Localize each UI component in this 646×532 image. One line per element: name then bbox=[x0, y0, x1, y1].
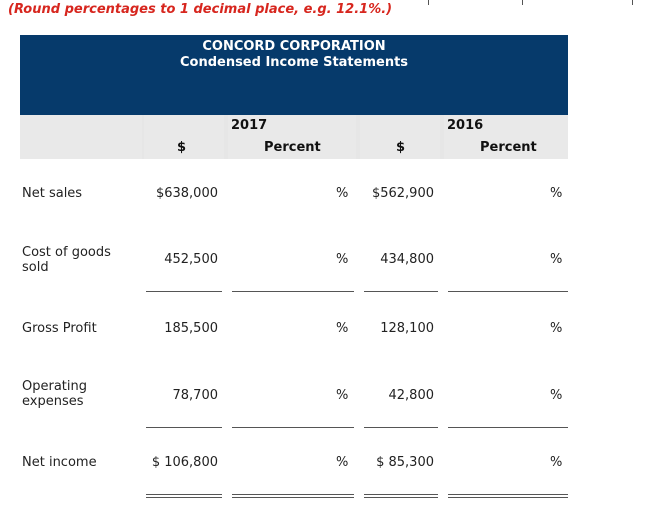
underline-rule bbox=[364, 291, 438, 292]
cogs-2016-percent-input[interactable] bbox=[450, 250, 546, 268]
cogs-2016-value: 434,800 bbox=[380, 252, 434, 267]
net-sales-2017-value: $638,000 bbox=[155, 186, 218, 201]
percent-sign: % bbox=[336, 455, 349, 470]
cogs-2017-percent-input[interactable] bbox=[236, 250, 332, 268]
operating-expenses-2016-value: 42,800 bbox=[388, 388, 435, 403]
colhead-2016-dollar-cell bbox=[360, 115, 440, 159]
net-income-2017-percent-input[interactable] bbox=[236, 453, 332, 471]
net-sales-2016-percent-input[interactable] bbox=[450, 184, 546, 202]
row-label-operating-expenses: Operating expenses bbox=[22, 379, 87, 409]
tick-mark bbox=[632, 0, 633, 5]
underline-rule bbox=[232, 427, 354, 428]
percent-sign: % bbox=[550, 455, 563, 470]
double-underline-rule bbox=[146, 494, 222, 498]
row-label-cost-of-goods-sold: Cost of goods sold bbox=[22, 245, 111, 275]
percent-sign: % bbox=[550, 186, 563, 201]
dollar-2017-heading: $ bbox=[177, 140, 187, 155]
net-income-2016-value: $ 85,300 bbox=[376, 455, 434, 470]
year-2017-heading: 2017 bbox=[231, 118, 268, 133]
double-underline-rule bbox=[448, 494, 568, 498]
row-label-net-income: Net income bbox=[22, 455, 97, 470]
percent-2016-heading: Percent bbox=[480, 140, 537, 155]
gross-profit-2017-value: 185,500 bbox=[164, 321, 218, 336]
company-name: CONCORD CORPORATION bbox=[202, 39, 386, 54]
operating-expenses-2017-value: 78,700 bbox=[172, 388, 219, 403]
rounding-instruction: (Round percentages to 1 decimal place, e… bbox=[8, 2, 393, 17]
net-sales-2016-value: $562,900 bbox=[371, 186, 434, 201]
percent-sign: % bbox=[550, 388, 563, 403]
gross-profit-2016-value: 128,100 bbox=[380, 321, 434, 336]
percent-sign: % bbox=[336, 321, 349, 336]
net-income-2016-percent-input[interactable] bbox=[450, 453, 546, 471]
tick-mark bbox=[428, 0, 429, 5]
year-2016-heading: 2016 bbox=[447, 118, 484, 133]
double-underline-rule bbox=[364, 494, 438, 498]
row-label-gross-profit: Gross Profit bbox=[22, 321, 97, 336]
column-header-band bbox=[20, 115, 568, 159]
colhead-2016-percent-cell bbox=[444, 115, 568, 159]
percent-2017-heading: Percent bbox=[264, 140, 321, 155]
percent-sign: % bbox=[336, 388, 349, 403]
colhead-2017-dollar-cell bbox=[144, 115, 224, 159]
underline-rule bbox=[146, 291, 222, 292]
cogs-2017-value: 452,500 bbox=[164, 252, 218, 267]
colhead-2017-percent-cell bbox=[228, 115, 356, 159]
statement-header: CONCORD CORPORATION Condensed Income Sta… bbox=[20, 35, 568, 115]
underline-rule bbox=[232, 291, 354, 292]
operating-expenses-2017-percent-input[interactable] bbox=[236, 386, 332, 404]
net-income-2017-value: $ 106,800 bbox=[151, 455, 218, 470]
net-sales-2017-percent-input[interactable] bbox=[236, 184, 332, 202]
dollar-2016-heading: $ bbox=[396, 140, 406, 155]
percent-sign: % bbox=[550, 321, 563, 336]
underline-rule bbox=[448, 427, 568, 428]
top-tick-marks bbox=[0, 0, 646, 6]
percent-sign: % bbox=[336, 252, 349, 267]
underline-rule bbox=[364, 427, 438, 428]
statement-title: Condensed Income Statements bbox=[179, 55, 409, 70]
tick-mark bbox=[522, 0, 523, 5]
colhead-label-cell bbox=[20, 115, 142, 159]
gross-profit-2016-percent-input[interactable] bbox=[450, 319, 546, 337]
operating-expenses-2016-percent-input[interactable] bbox=[450, 386, 546, 404]
double-underline-rule bbox=[232, 494, 354, 498]
percent-sign: % bbox=[550, 252, 563, 267]
gross-profit-2017-percent-input[interactable] bbox=[236, 319, 332, 337]
underline-rule bbox=[146, 427, 222, 428]
row-label-net-sales: Net sales bbox=[22, 186, 83, 201]
underline-rule bbox=[448, 291, 568, 292]
percent-sign: % bbox=[336, 186, 349, 201]
